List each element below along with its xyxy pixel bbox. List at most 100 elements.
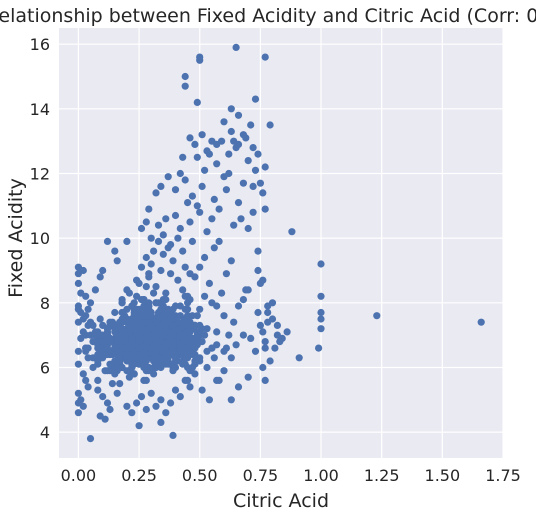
scatter-point — [128, 325, 136, 333]
scatter-point — [254, 150, 262, 158]
scatter-point — [222, 186, 230, 194]
scatter-point — [164, 173, 172, 181]
scatter-point — [145, 205, 153, 213]
scatter-point — [196, 56, 204, 64]
scatter-point — [227, 257, 235, 265]
scatter-point — [254, 308, 262, 317]
scatter-point — [184, 315, 192, 323]
scatter-point — [171, 211, 180, 220]
scatter-point — [251, 166, 260, 174]
scatter-point — [218, 289, 226, 297]
scatter-point — [184, 363, 192, 372]
scatter-point — [103, 331, 112, 339]
scatter-point — [162, 296, 170, 304]
scatter-point — [237, 215, 245, 223]
scatter-point — [106, 405, 114, 414]
scatter-point — [142, 405, 150, 414]
scatter-point — [288, 228, 296, 236]
scatter-point — [179, 247, 187, 255]
scatter-point — [201, 253, 209, 262]
scatter-point — [111, 370, 119, 378]
scatter-point — [150, 247, 158, 255]
scatter-point — [171, 186, 180, 194]
scatter-point — [145, 325, 153, 333]
scatter-point — [193, 98, 201, 106]
scatter-point — [103, 399, 112, 407]
scatter-point — [268, 299, 277, 307]
scatter-point — [125, 344, 133, 352]
scatter-point — [162, 215, 170, 223]
chart-title: Relationship between Fixed Acidity and C… — [0, 5, 536, 27]
scatter-point — [135, 308, 143, 317]
scatter-point — [232, 43, 240, 52]
scatter-point — [186, 134, 194, 142]
scatter-point — [201, 331, 209, 339]
scatter-point — [152, 402, 160, 410]
scatter-point — [176, 325, 184, 333]
scatter-point — [273, 331, 281, 339]
scatter-point — [96, 315, 104, 323]
scatter-point — [196, 263, 204, 271]
scatter-point — [150, 289, 158, 297]
y-tick-label: 14 — [30, 100, 50, 119]
scatter-point — [259, 189, 267, 197]
scatter-point — [113, 257, 121, 265]
x-axis-label: Citric Acid — [233, 490, 329, 512]
scatter-point — [227, 396, 235, 404]
scatter-point — [169, 431, 177, 439]
scatter-point — [123, 350, 131, 359]
scatter-point — [225, 169, 233, 178]
data-points — [74, 43, 485, 443]
scatter-point — [128, 334, 136, 342]
scatter-point — [74, 360, 82, 368]
scatter-point — [142, 338, 150, 346]
scatter-point — [137, 393, 146, 401]
scatter-point — [142, 253, 150, 262]
scatter-point — [193, 202, 201, 210]
scatter-point — [116, 380, 124, 388]
scatter-point — [164, 244, 172, 252]
scatter-point — [94, 376, 102, 384]
scatter-point — [137, 224, 146, 233]
scatter-point — [225, 331, 233, 339]
scatter-point — [133, 399, 141, 407]
scatter-point — [167, 270, 175, 278]
scatter-point — [181, 82, 189, 90]
scatter-point — [128, 409, 136, 417]
scatter-point — [133, 276, 141, 284]
scatter-point — [213, 160, 221, 168]
scatter-point — [159, 347, 167, 355]
scatter-point — [276, 338, 284, 346]
scatter-point — [201, 292, 209, 300]
scatter-point — [254, 266, 262, 275]
scatter-point — [167, 315, 175, 323]
scatter-point — [147, 234, 155, 242]
scatter-point — [118, 299, 126, 307]
scatter-point — [249, 144, 257, 152]
scatter-point — [106, 338, 114, 346]
scatter-point — [186, 270, 194, 278]
scatter-point — [167, 399, 175, 407]
x-tick-labels: 0.00 0.25 0.50 0.75 1.00 1.25 1.50 1.75 — [61, 466, 521, 485]
scatter-point — [152, 283, 160, 291]
scatter-point — [186, 328, 194, 336]
scatter-point — [103, 237, 112, 245]
scatter-point — [264, 308, 272, 317]
scatter-point — [137, 350, 146, 359]
scatter-point — [215, 205, 223, 213]
scatter-point — [256, 279, 264, 287]
scatter-point — [86, 299, 95, 307]
scatter-point — [273, 321, 281, 329]
scatter-point — [196, 305, 204, 313]
scatter-point — [193, 334, 201, 342]
scatter-point — [261, 205, 269, 213]
scatter-point — [157, 266, 165, 275]
scatter-point — [477, 318, 485, 326]
scatter-point — [145, 273, 153, 281]
scatter-point — [111, 344, 119, 352]
scatter-point — [84, 305, 92, 313]
scatter-point — [77, 289, 85, 297]
scatter-point — [162, 308, 170, 317]
scatter-point — [176, 312, 184, 320]
